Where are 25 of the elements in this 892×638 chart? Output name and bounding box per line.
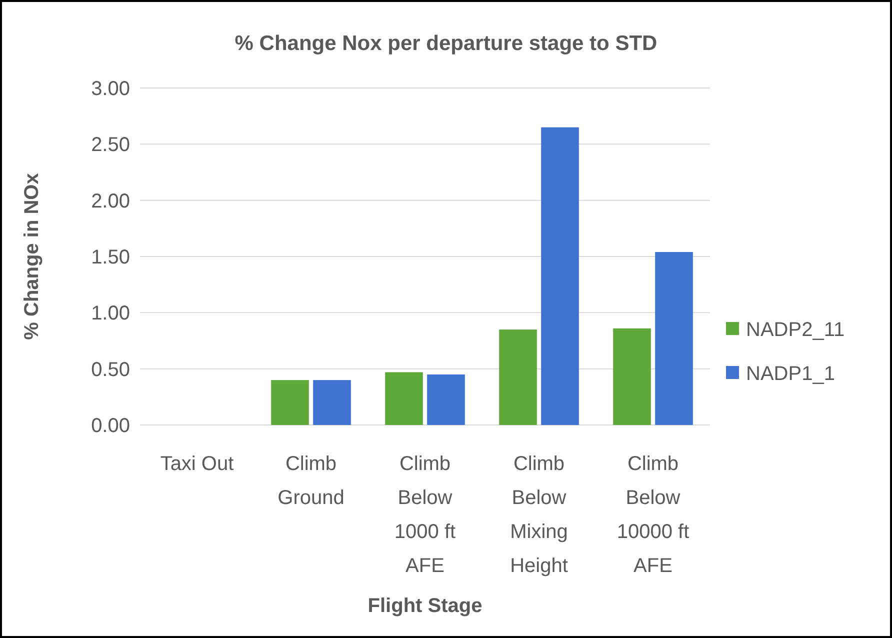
x-tick-label: Climb Below 1000 ft AFE xyxy=(394,453,456,577)
bar xyxy=(271,380,309,425)
bar xyxy=(541,127,579,425)
y-tick-label: 2.50 xyxy=(91,134,130,156)
bar xyxy=(613,328,651,425)
bar xyxy=(427,374,465,425)
chart-title: % Change Nox per departure stage to STD xyxy=(234,32,658,55)
legend-label: NADP1_1 xyxy=(746,363,835,385)
y-tick-label: 3.00 xyxy=(91,78,130,100)
y-axis-title: % Change in NOx xyxy=(21,173,43,340)
bar xyxy=(655,252,693,425)
y-tick-label: 0.00 xyxy=(91,415,130,437)
x-tick-label: Taxi Out xyxy=(160,453,234,475)
legend-label: NADP2_11 xyxy=(746,319,845,341)
x-axis-title: Flight Stage xyxy=(368,595,482,617)
x-tick-label: Climb Ground xyxy=(278,453,344,509)
y-tick-label: 1.00 xyxy=(91,302,130,325)
bar xyxy=(385,372,423,425)
y-tick-label: 0.50 xyxy=(91,358,130,381)
bar xyxy=(499,330,537,425)
y-tick-label: 2.00 xyxy=(91,190,130,212)
bar xyxy=(313,380,351,425)
x-tick-label: Climb Below Mixing Height xyxy=(510,453,568,577)
y-tick-label: 1.50 xyxy=(91,246,130,268)
x-tick-label: Climb Below 10000 ft AFE xyxy=(616,453,690,577)
